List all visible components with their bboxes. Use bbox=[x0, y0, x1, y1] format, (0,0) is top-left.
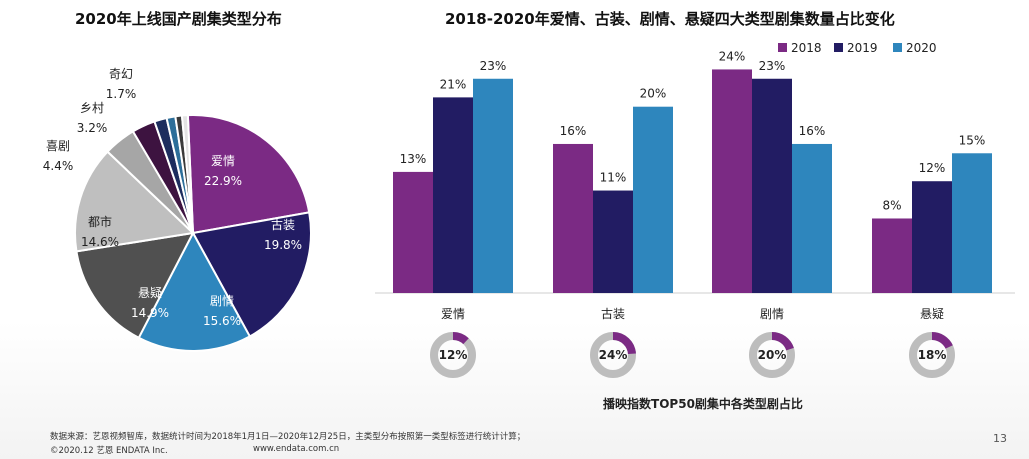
donut-highlight-arc bbox=[931, 332, 953, 349]
bar-value-label: 16% bbox=[799, 124, 826, 138]
pie-slice-value: 1.7% bbox=[106, 87, 137, 101]
bar-value-label: 11% bbox=[600, 171, 627, 185]
donut-value-label: 24% bbox=[599, 348, 628, 362]
bar bbox=[872, 218, 912, 293]
donut-highlight-arc bbox=[452, 332, 469, 345]
bar-category-label: 爱情 bbox=[441, 307, 465, 321]
donut-value-label: 18% bbox=[918, 348, 947, 362]
pie-slice-label: 喜剧 bbox=[46, 139, 70, 153]
bar bbox=[473, 78, 513, 294]
pie-slice-value: 15.6% bbox=[203, 314, 241, 328]
bar-value-label: 16% bbox=[560, 124, 587, 138]
bar bbox=[393, 171, 433, 293]
page-number: 13 bbox=[993, 432, 1007, 445]
bar bbox=[553, 143, 593, 293]
footer-website: www.endata.com.cn bbox=[253, 444, 340, 454]
pie-slice-label: 古装 bbox=[271, 217, 295, 232]
bar-category-label: 悬疑 bbox=[920, 306, 944, 321]
bar bbox=[952, 153, 992, 293]
pie-slice bbox=[186, 114, 311, 235]
bar bbox=[633, 106, 673, 293]
donut-value-label: 12% bbox=[439, 348, 468, 362]
footer-copyright: ©2020.12 艺恩 ENDATA Inc. bbox=[50, 446, 168, 456]
bar bbox=[593, 190, 633, 293]
pie-slice-value: 3.2% bbox=[77, 121, 108, 135]
bar-value-label: 21% bbox=[440, 77, 467, 91]
bar bbox=[912, 181, 952, 293]
pie-slice-label: 爱情 bbox=[211, 154, 235, 168]
legend-swatch bbox=[893, 43, 902, 52]
pie-slice-label: 都市 bbox=[88, 214, 112, 229]
pie-slice-label: 悬疑 bbox=[138, 285, 162, 300]
legend-label: 2018 bbox=[791, 41, 822, 55]
pie-slice-value: 4.4% bbox=[43, 159, 74, 173]
bar-value-label: 23% bbox=[480, 59, 507, 73]
pie-chart-title: 2020年上线国产剧集类型分布 bbox=[75, 10, 282, 28]
legend-swatch bbox=[778, 43, 787, 52]
donut-value-label: 20% bbox=[758, 348, 787, 362]
footer-source: 数据来源：艺恩视频智库，数据统计时间为2018年1月1日—2020年12月25日… bbox=[50, 432, 526, 442]
pie-slice-value: 14.9% bbox=[131, 306, 169, 320]
legend-swatch bbox=[834, 43, 843, 52]
donut-highlight-arc bbox=[612, 332, 636, 355]
bar-category-label: 剧情 bbox=[760, 307, 784, 321]
bar-value-label: 8% bbox=[882, 198, 901, 212]
bar bbox=[752, 78, 792, 294]
bar bbox=[433, 97, 473, 293]
pie-slice-value: 19.8% bbox=[264, 238, 302, 252]
pie-slice bbox=[74, 150, 196, 253]
pie-slice-value: 22.9% bbox=[204, 174, 242, 188]
bar-value-label: 20% bbox=[640, 87, 667, 101]
bar-value-label: 12% bbox=[919, 161, 946, 175]
bar-value-label: 15% bbox=[959, 133, 986, 147]
pie-slice bbox=[180, 114, 194, 234]
pie-slice-label: 奇幻 bbox=[109, 67, 133, 81]
bar-category-label: 古装 bbox=[601, 306, 625, 321]
legend-label: 2019 bbox=[847, 41, 878, 55]
pie-slice bbox=[75, 231, 195, 340]
pie-slice bbox=[137, 230, 252, 352]
legend-label: 2020 bbox=[906, 41, 937, 55]
bar-value-label: 23% bbox=[759, 59, 786, 73]
donut-highlight-arc bbox=[771, 332, 794, 351]
pie-slice-label: 剧情 bbox=[210, 294, 234, 308]
pie-slice-label: 乡村 bbox=[80, 101, 104, 115]
pie-slice-value: 14.6% bbox=[81, 235, 119, 249]
bar-chart-title: 2018-2020年爱情、古装、剧情、悬疑四大类型剧集数量占比变化 bbox=[445, 10, 895, 28]
bar-value-label: 24% bbox=[719, 49, 746, 63]
pie-slice bbox=[191, 211, 312, 338]
donut-caption: 播映指数TOP50剧集中各类型剧占比 bbox=[603, 396, 803, 411]
bar bbox=[792, 143, 832, 293]
bar-value-label: 13% bbox=[400, 152, 427, 166]
bar bbox=[712, 69, 752, 293]
